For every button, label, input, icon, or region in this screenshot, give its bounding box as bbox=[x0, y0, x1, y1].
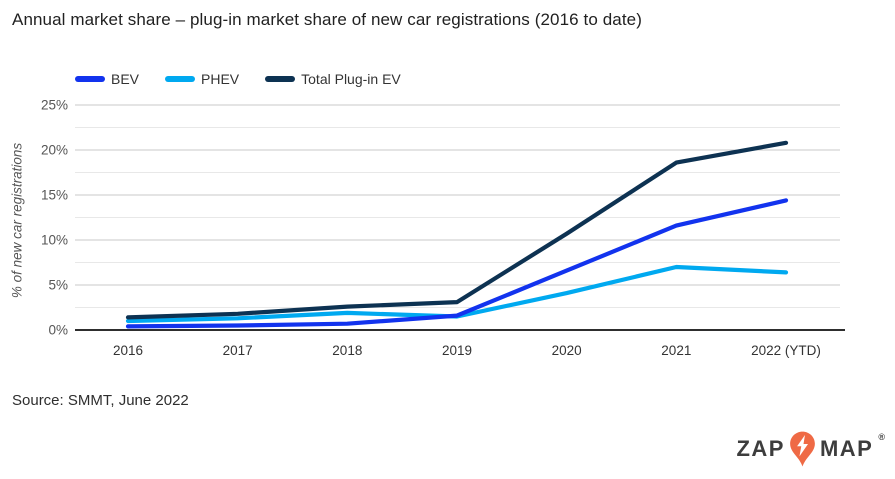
x-tick-label: 2018 bbox=[332, 343, 362, 358]
series-line-total-plug-in-ev bbox=[125, 140, 789, 320]
y-tick-label: 5% bbox=[48, 278, 68, 293]
page-title: Annual market share – plug-in market sha… bbox=[12, 10, 642, 29]
x-tick-label: 2020 bbox=[552, 343, 582, 358]
x-tick-label: 2022 (YTD) bbox=[751, 343, 821, 358]
map-pin-lightning-icon bbox=[790, 431, 815, 467]
total-swatch bbox=[265, 76, 296, 82]
phev-label: PHEV bbox=[201, 71, 240, 87]
phev-swatch bbox=[165, 76, 196, 82]
legend-item-total: Total Plug-in EV bbox=[265, 71, 401, 87]
x-tick-label: 2017 bbox=[223, 343, 253, 358]
total-label: Total Plug-in EV bbox=[301, 71, 401, 87]
y-tick-label: 25% bbox=[41, 98, 68, 113]
bev-label: BEV bbox=[111, 71, 140, 87]
x-tick-label: 2019 bbox=[442, 343, 472, 358]
logo-zap-text: ZAP bbox=[736, 436, 785, 461]
bev-swatch bbox=[75, 76, 105, 82]
y-axis-title: % of new car registrations bbox=[9, 142, 25, 299]
legend-item-phev: PHEV bbox=[165, 71, 239, 87]
x-tick-label: 2016 bbox=[113, 343, 143, 358]
x-tick-label: 2021 bbox=[661, 343, 691, 358]
y-tick-label: 15% bbox=[41, 188, 68, 203]
y-tick-label: 0% bbox=[48, 323, 68, 338]
registered-trademark-symbol: ® bbox=[878, 432, 885, 442]
y-tick-label: 10% bbox=[41, 233, 68, 248]
source-note: Source: SMMT, June 2022 bbox=[12, 392, 189, 409]
y-tick-label: 20% bbox=[41, 143, 68, 158]
logo-map-text: MAP bbox=[819, 436, 874, 461]
legend-item-bev: BEV bbox=[75, 71, 139, 87]
lightning-bolt bbox=[797, 434, 808, 457]
zapmap-logo: ZAP MAP ® bbox=[736, 431, 885, 467]
series-line-bev bbox=[125, 198, 789, 329]
chart-legend: BEV PHEV Total Plug-in EV bbox=[75, 71, 401, 87]
